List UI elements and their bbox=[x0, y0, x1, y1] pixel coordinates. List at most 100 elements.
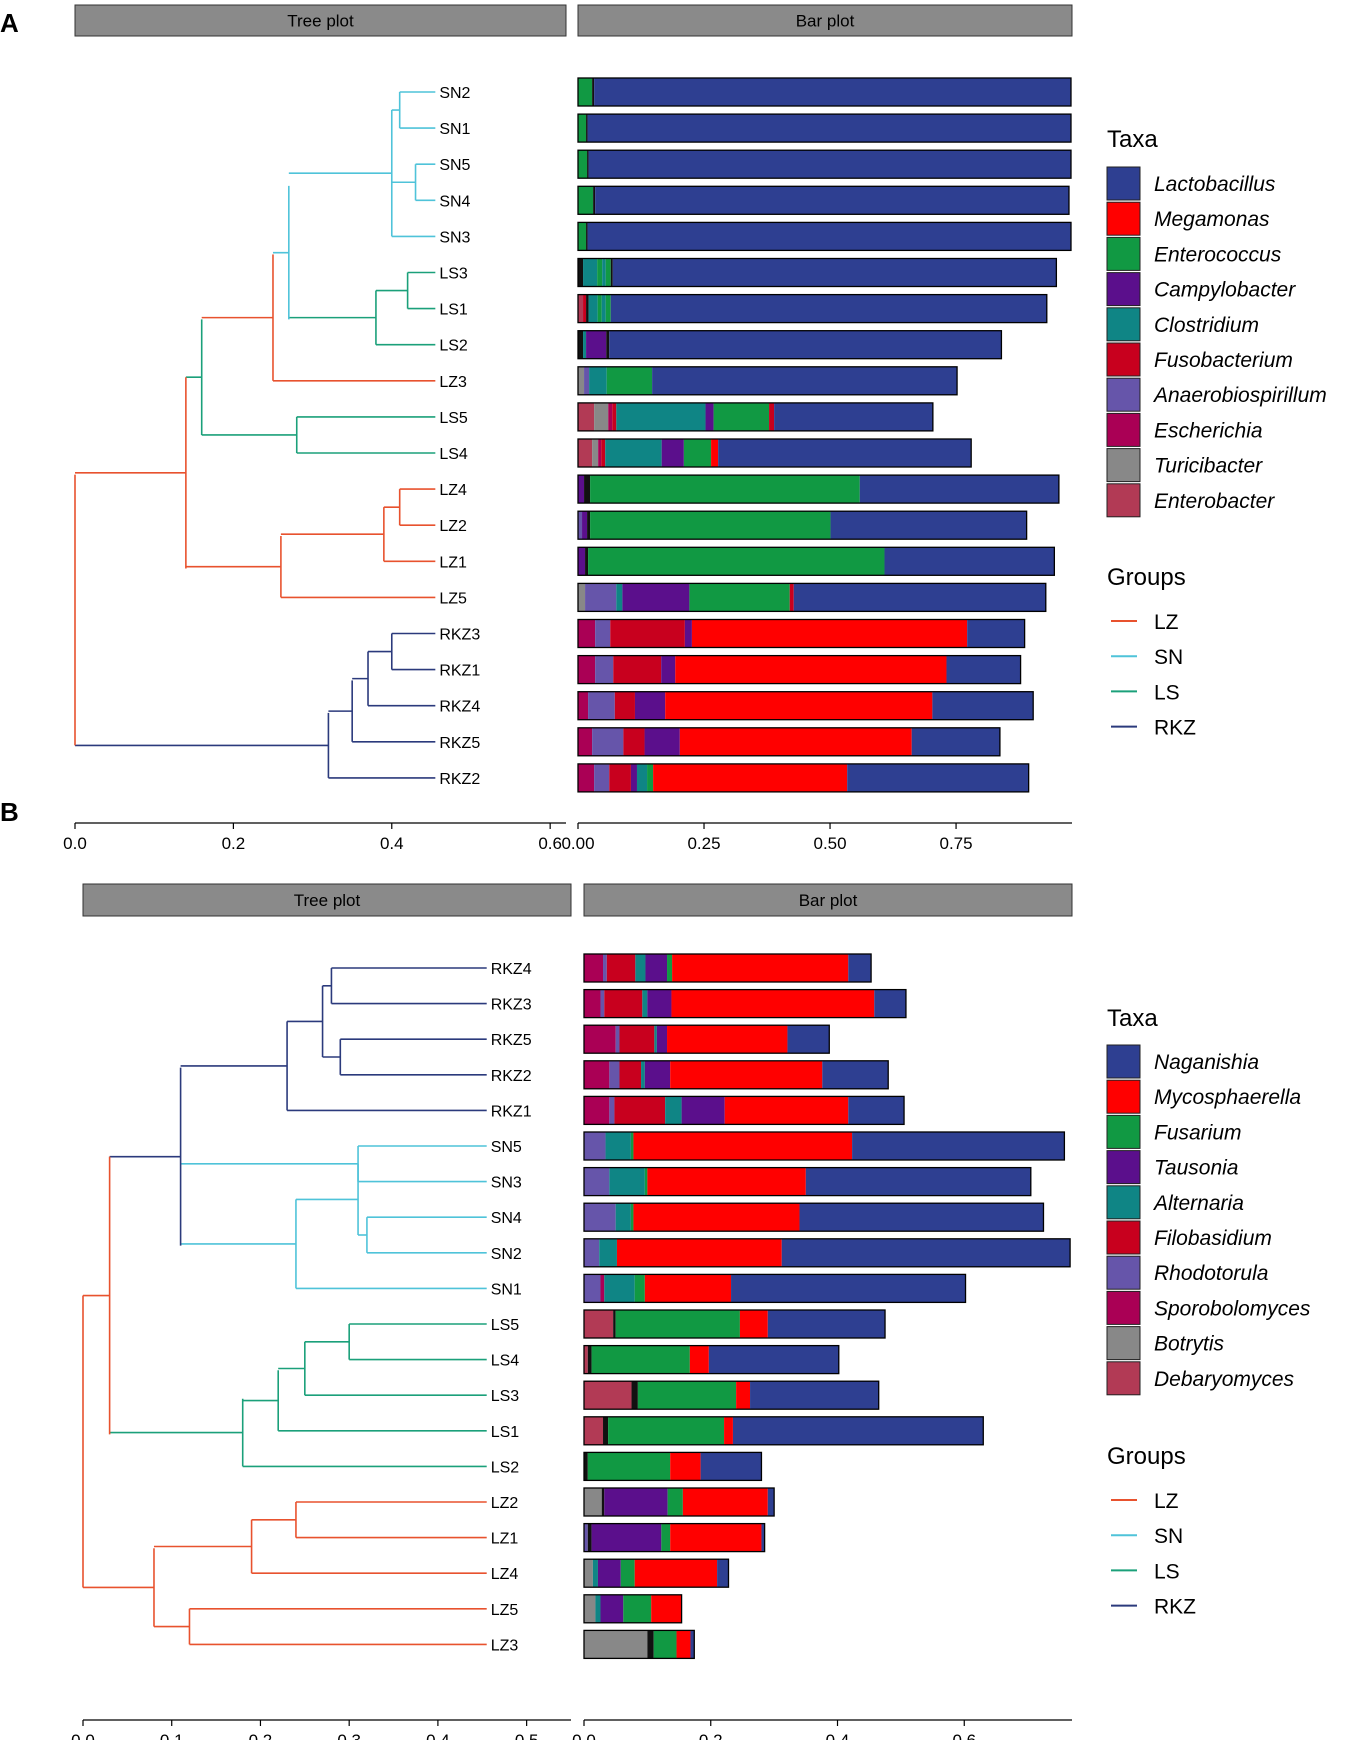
bar-segment bbox=[584, 1310, 614, 1338]
sample-label: LZ1 bbox=[491, 1531, 519, 1548]
sample-label: RKZ1 bbox=[491, 1103, 532, 1120]
bar-segment bbox=[583, 294, 587, 323]
bar-row bbox=[577, 582, 1047, 613]
bar-row bbox=[577, 77, 1072, 107]
bar-segment bbox=[609, 330, 1002, 359]
bar-segment bbox=[713, 402, 770, 431]
bar-outline bbox=[577, 77, 1072, 107]
bar-segment bbox=[578, 475, 585, 504]
bar-segment bbox=[661, 439, 684, 467]
bar-segment bbox=[594, 763, 610, 792]
taxa-legend-label: Fusarium bbox=[1154, 1121, 1242, 1144]
bar-segment bbox=[586, 330, 607, 359]
bar-outline bbox=[577, 727, 1001, 757]
taxa-legend-title: Taxa bbox=[1107, 1005, 1158, 1032]
bar-segment bbox=[592, 727, 624, 756]
bar-segment bbox=[708, 1345, 839, 1374]
bar-row bbox=[577, 618, 1026, 649]
bar-row bbox=[577, 438, 972, 468]
sample-label: SN2 bbox=[439, 85, 470, 102]
sample-label: LZ3 bbox=[491, 1637, 519, 1654]
bar-outline bbox=[583, 1594, 683, 1624]
bar-outline bbox=[577, 221, 1072, 252]
bar-axis: 0.00 0.25 0.50 0.75 bbox=[561, 822, 1072, 853]
sample-label: LZ5 bbox=[491, 1602, 519, 1619]
bar-outline bbox=[583, 1629, 695, 1660]
bar-segment bbox=[634, 691, 666, 720]
tree-plot-strip bbox=[82, 883, 572, 917]
bar-axis-tick-label: 0.2 bbox=[699, 1731, 723, 1740]
bar-plot-strip bbox=[577, 4, 1073, 37]
bar-segment bbox=[739, 1310, 768, 1338]
taxa-legend: Taxa Lactobacillus Megamonas Enterococcus Ca… bbox=[1106, 126, 1327, 518]
bar-segment bbox=[588, 547, 885, 576]
bar-segment bbox=[620, 1559, 635, 1588]
bar-segment bbox=[595, 655, 614, 684]
tree-axis-tick-label: 0.0 bbox=[63, 834, 87, 853]
bar-segment bbox=[587, 222, 1071, 251]
bar-row bbox=[577, 510, 1028, 540]
groups-legend: Groups LZ SN LS RKZ bbox=[1107, 564, 1196, 740]
sample-label: LS1 bbox=[439, 302, 468, 319]
bar-segment bbox=[593, 186, 596, 215]
bar-segment bbox=[592, 1559, 598, 1588]
taxa-legend-label: Debaryomyces bbox=[1154, 1368, 1295, 1391]
taxa-legend-swatch bbox=[1106, 1255, 1141, 1290]
bar-segment bbox=[578, 294, 584, 323]
bar-segment bbox=[595, 619, 611, 648]
bar-segment bbox=[859, 475, 1059, 504]
bar-segment bbox=[656, 1025, 668, 1054]
bar-segment bbox=[630, 1132, 634, 1160]
bar-plot-title: Bar plot bbox=[799, 891, 858, 910]
bar-segment bbox=[717, 1559, 729, 1588]
bar-segment bbox=[781, 1238, 1071, 1267]
bar-segment bbox=[587, 150, 589, 179]
bar-row bbox=[583, 1558, 730, 1588]
bar-segment bbox=[578, 583, 586, 612]
bar-segment bbox=[606, 366, 653, 395]
taxa-legend-label: Enterobacter bbox=[1154, 490, 1275, 513]
bar-segment bbox=[603, 954, 607, 982]
bar-segment bbox=[584, 366, 590, 395]
bar-segment bbox=[597, 258, 603, 287]
bar-row bbox=[577, 546, 1056, 576]
bar-segment bbox=[585, 583, 617, 612]
taxa-legend-swatch bbox=[1106, 236, 1141, 271]
bar-outline bbox=[577, 618, 1026, 649]
bar-segment bbox=[630, 763, 637, 792]
bar-segment bbox=[642, 989, 648, 1018]
taxa-legend-label: Sporobolomyces bbox=[1154, 1297, 1311, 1320]
bar-segment bbox=[597, 1559, 621, 1588]
bar-segment bbox=[578, 186, 594, 215]
bar-segment bbox=[705, 402, 714, 431]
bar-segment bbox=[613, 1310, 616, 1338]
sample-label: SN4 bbox=[439, 193, 470, 210]
bar-segment bbox=[584, 1559, 593, 1588]
bar-segment bbox=[667, 1025, 788, 1054]
taxa-legend-swatch bbox=[1106, 1079, 1141, 1114]
bar-segment bbox=[623, 727, 645, 756]
taxa-legend-label: Turicibacter bbox=[1154, 455, 1263, 478]
bar-segment bbox=[587, 1523, 592, 1552]
bar-segment bbox=[598, 439, 602, 467]
bar-segment bbox=[847, 763, 1029, 792]
bar-segment bbox=[644, 1167, 648, 1196]
sample-label: RKZ5 bbox=[491, 1032, 532, 1049]
bar-segment bbox=[932, 691, 1034, 720]
taxa-legend-swatch bbox=[1106, 377, 1141, 412]
sample-label: RKZ3 bbox=[491, 997, 532, 1014]
bar-segment bbox=[587, 511, 591, 540]
bar-segment bbox=[608, 1416, 725, 1445]
sample-label: RKZ4 bbox=[491, 961, 532, 978]
bar-outline bbox=[577, 366, 958, 396]
taxa-legend-label: Enterococcus bbox=[1154, 243, 1282, 266]
sample-label: LZ4 bbox=[439, 482, 467, 499]
bar-segment bbox=[592, 78, 595, 106]
bar-row bbox=[577, 257, 1058, 288]
bar-row bbox=[583, 1344, 840, 1375]
panel-a: Tree plot Bar plot SN2 SN1 SN5 SN4 SN3 LS3 LS1 LS… bbox=[63, 4, 1327, 853]
bar-segment bbox=[633, 1132, 853, 1160]
bar-segment bbox=[644, 727, 680, 756]
bar-outline bbox=[577, 582, 1047, 613]
